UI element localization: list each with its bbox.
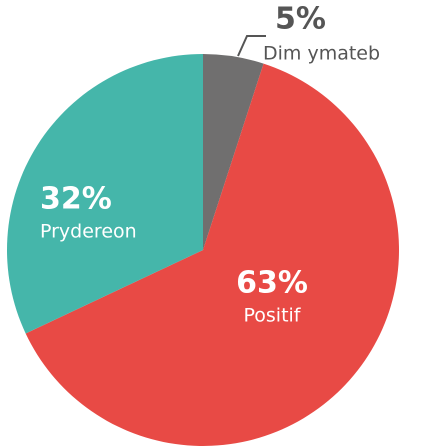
- pie-slice: [7, 54, 203, 334]
- slice-value-label: 63%: [236, 266, 308, 301]
- pie-slice: [25, 63, 399, 446]
- slice-category-label: Prydereon: [40, 221, 137, 243]
- slice-category-label: Dim ymateb: [263, 43, 380, 65]
- pie-slice: [203, 54, 264, 250]
- leader-line: [237, 35, 266, 57]
- slice-category-label: Positif: [244, 305, 302, 327]
- slice-value-label: 32%: [40, 182, 112, 217]
- slice-value-label: 5%: [275, 2, 326, 37]
